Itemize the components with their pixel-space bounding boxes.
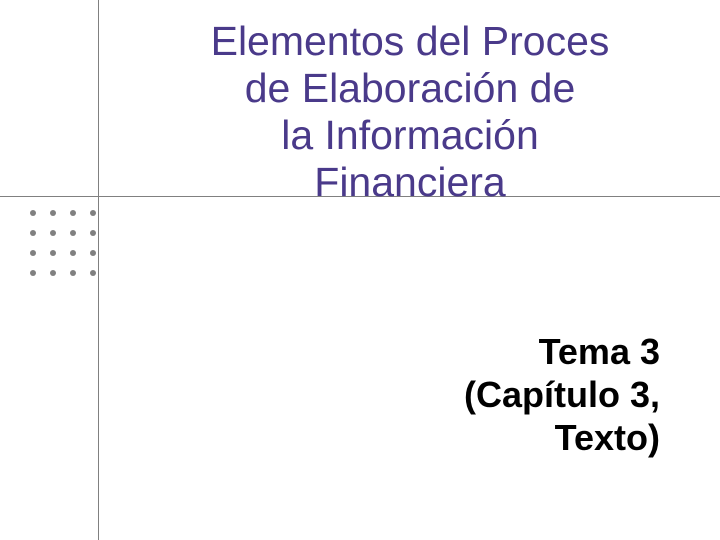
decorative-dot-grid <box>30 210 96 290</box>
subtitle-line-1: Tema 3 <box>280 330 660 373</box>
title-line-1: Elementos del Proces <box>160 18 660 65</box>
slide-subtitle: Tema 3 (Capítulo 3, Texto) <box>280 330 660 460</box>
dot-icon <box>90 250 96 256</box>
dot-icon <box>70 270 76 276</box>
subtitle-line-3: Texto) <box>280 416 660 459</box>
title-line-4: Financiera <box>160 159 660 206</box>
dot-icon <box>30 250 36 256</box>
title-line-3: la Información <box>160 112 660 159</box>
dot-icon <box>70 230 76 236</box>
dot-icon <box>90 270 96 276</box>
dot-icon <box>30 210 36 216</box>
dot-row <box>30 250 96 256</box>
dot-icon <box>90 230 96 236</box>
title-line-2: de Elaboración de <box>160 65 660 112</box>
subtitle-line-2: (Capítulo 3, <box>280 373 660 416</box>
vertical-divider-line <box>98 0 99 540</box>
dot-row <box>30 210 96 216</box>
dot-icon <box>50 270 56 276</box>
dot-icon <box>70 250 76 256</box>
dot-icon <box>50 230 56 236</box>
dot-row <box>30 270 96 276</box>
dot-icon <box>30 270 36 276</box>
dot-icon <box>30 230 36 236</box>
dot-row <box>30 230 96 236</box>
dot-icon <box>50 210 56 216</box>
dot-icon <box>90 210 96 216</box>
dot-icon <box>70 210 76 216</box>
slide-title: Elementos del Proces de Elaboración de l… <box>160 18 660 207</box>
dot-icon <box>50 250 56 256</box>
